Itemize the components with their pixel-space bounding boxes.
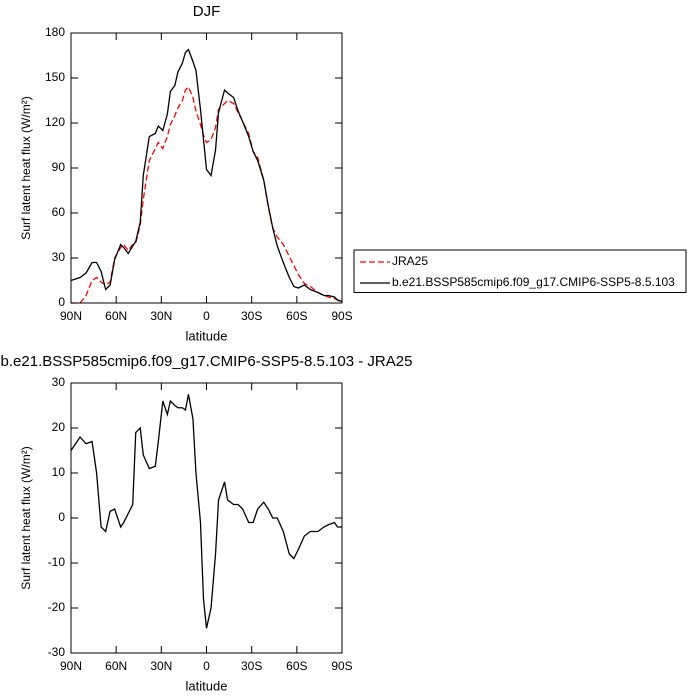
x-tick-label: 60N	[105, 659, 127, 673]
y-tick-label: 0	[58, 295, 65, 309]
x-axis-label: latitude	[186, 328, 228, 343]
plot-frame	[70, 32, 343, 304]
legend-label: b.e21.BSSP585cmip6.f09_g17.CMIP6-SSP5-8.…	[392, 275, 675, 289]
x-tick-label: 30S	[241, 309, 262, 323]
y-tick-label: 0	[58, 510, 65, 524]
y-axis-label: Surf latent heat flux (W/m²)	[19, 96, 33, 239]
x-tick-label: 30N	[150, 659, 172, 673]
x-axis-label: latitude	[186, 678, 228, 693]
plot-frame	[70, 382, 343, 654]
x-tick-label: 0	[203, 309, 210, 323]
x-tick-label: 90S	[331, 659, 352, 673]
y-tick-label: 90	[52, 160, 66, 174]
y-tick-label: 20	[52, 420, 66, 434]
y-tick-label: 30	[52, 375, 66, 389]
data-line	[70, 48, 343, 303]
x-tick-label: 60S	[286, 659, 307, 673]
y-tick-label: 60	[52, 205, 66, 219]
x-tick-label: 30S	[241, 659, 262, 673]
y-tick-label: 180	[45, 25, 65, 39]
y-tick-label: -10	[48, 555, 66, 569]
x-tick-label: 90N	[60, 659, 82, 673]
y-tick-label: 120	[45, 115, 65, 129]
chart-title: DJF	[193, 3, 221, 20]
y-tick-label: 150	[45, 70, 65, 84]
legend-box	[353, 249, 687, 293]
y-tick-label: -20	[48, 600, 66, 614]
data-line	[71, 85, 343, 304]
x-tick-label: 0	[203, 659, 210, 673]
x-tick-label: 60S	[286, 309, 307, 323]
legend-label: JRA25	[392, 254, 428, 268]
x-tick-label: 30N	[150, 309, 172, 323]
data-line	[70, 394, 342, 629]
x-tick-label: 60N	[105, 309, 127, 323]
y-tick-label: -30	[48, 645, 66, 659]
x-tick-label: 90S	[331, 309, 352, 323]
y-tick-label: 10	[52, 465, 66, 479]
x-tick-label: 90N	[60, 309, 82, 323]
y-axis-label: Surf latent heat flux (W/m²)	[19, 446, 33, 589]
chart-title: b.e21.BSSP585cmip6.f09_g17.CMIP6-SSP5-8.…	[1, 353, 413, 370]
y-tick-label: 30	[52, 250, 66, 264]
